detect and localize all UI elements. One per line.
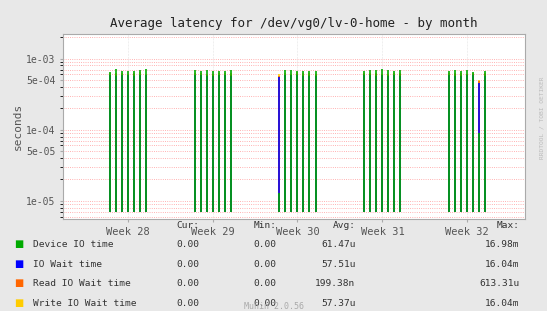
Text: ■: ■ [14,298,23,308]
Text: Max:: Max: [497,220,520,230]
Text: 0.00: 0.00 [177,240,200,249]
Text: 57.37u: 57.37u [321,299,356,308]
Text: Cur:: Cur: [177,220,200,230]
Text: Write IO Wait time: Write IO Wait time [33,299,136,308]
Text: 0.00: 0.00 [177,299,200,308]
Text: 0.00: 0.00 [253,240,276,249]
Text: Read IO Wait time: Read IO Wait time [33,279,131,288]
Text: ■: ■ [14,239,23,249]
Text: 613.31u: 613.31u [479,279,520,288]
Text: IO Wait time: IO Wait time [33,260,102,269]
Title: Average latency for /dev/vg0/lv-0-home - by month: Average latency for /dev/vg0/lv-0-home -… [110,17,478,30]
Text: 199.38n: 199.38n [315,279,356,288]
Text: 0.00: 0.00 [177,279,200,288]
Text: 0.00: 0.00 [253,260,276,269]
Text: 0.00: 0.00 [253,279,276,288]
Text: 57.51u: 57.51u [321,260,356,269]
Text: 0.00: 0.00 [177,260,200,269]
Y-axis label: seconds: seconds [13,103,23,150]
Text: Avg:: Avg: [333,220,356,230]
Text: ■: ■ [14,278,23,288]
Text: Device IO time: Device IO time [33,240,113,249]
Text: Min:: Min: [253,220,276,230]
Text: 0.00: 0.00 [253,299,276,308]
Text: 16.04m: 16.04m [485,260,520,269]
Text: 61.47u: 61.47u [321,240,356,249]
Text: Munin 2.0.56: Munin 2.0.56 [243,302,304,311]
Text: 16.98m: 16.98m [485,240,520,249]
Text: ■: ■ [14,259,23,269]
Text: 16.04m: 16.04m [485,299,520,308]
Text: RRDTOOL / TOBI OETIKER: RRDTOOL / TOBI OETIKER [539,77,544,160]
